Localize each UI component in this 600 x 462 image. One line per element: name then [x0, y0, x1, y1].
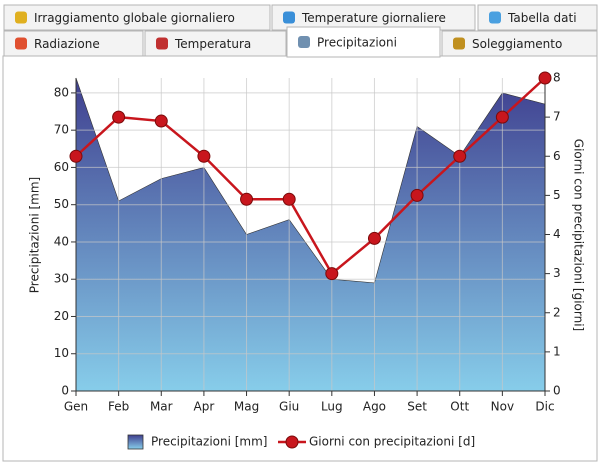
tab-background: [441, 30, 598, 57]
tab-background: [286, 26, 441, 58]
x-tick-label: Giu: [279, 400, 299, 414]
x-tick-label: Set: [407, 400, 427, 414]
legend-marker: [285, 435, 299, 449]
y2-tick-label: 6: [553, 149, 561, 163]
y-tick-label: 50: [54, 197, 69, 211]
x-tick-label: Gen: [64, 400, 88, 414]
marker: [453, 149, 467, 163]
tab-background: [144, 30, 287, 57]
y-tick-label: 80: [54, 85, 69, 99]
tab-background: [3, 4, 271, 31]
x-tick-label: Apr: [194, 400, 215, 414]
tab-icon: [283, 11, 295, 24]
y2-tick-label: 0: [553, 384, 561, 398]
y-tick-label: 10: [54, 346, 69, 360]
tab[interactable]: Radiazione: [3, 30, 144, 57]
tab-icon: [489, 11, 501, 24]
x-tick-label: Feb: [108, 400, 129, 414]
y2-tick-label: 5: [553, 188, 561, 202]
y-tick-label: 60: [54, 160, 69, 174]
y2-tick-label: 7: [553, 110, 561, 124]
x-tick-label: Nov: [491, 400, 514, 414]
tab[interactable]: Tabella dati: [477, 4, 598, 31]
marker: [154, 114, 168, 128]
tab-icon: [15, 11, 27, 24]
x-tick-label: Mag: [234, 400, 259, 414]
tab[interactable]: Irraggiamento globale giornaliero: [3, 4, 271, 31]
y-tick-label: 30: [54, 272, 69, 286]
tab-icon: [298, 36, 310, 48]
y-tick-label: 0: [61, 384, 69, 398]
x-tick-label: Ott: [450, 400, 469, 414]
y2-tick-label: 2: [553, 305, 561, 319]
y-tick-label: 40: [54, 234, 69, 248]
tab-bar: Irraggiamento globale giornaliero Tempera…: [3, 4, 598, 58]
marker: [410, 188, 424, 202]
y2-tick-label: 3: [553, 266, 561, 280]
legend-label: Precipitazioni [mm]: [151, 435, 268, 449]
tab-label: Temperatura: [174, 37, 251, 51]
line: [75, 77, 546, 276]
y2-axis-label: Giorni con precipitazioni [giorni]: [572, 139, 586, 331]
y-tick-label: 20: [54, 309, 69, 323]
x-tick-label: Mar: [150, 400, 173, 414]
tab-label: Temperature giornaliere: [301, 11, 446, 25]
tab-background: [3, 30, 144, 57]
marker: [112, 110, 126, 124]
marker: [367, 231, 381, 245]
marker: [69, 149, 83, 163]
tab-icon: [156, 37, 168, 50]
tab[interactable]: Temperature giornaliere: [271, 4, 476, 31]
tab-label: Soleggiamento: [472, 37, 562, 51]
x-tick-label: Ago: [363, 400, 386, 414]
y2-tick-label: 8: [553, 71, 561, 85]
tab[interactable]: Precipitazioni: [286, 26, 441, 58]
marker: [538, 71, 552, 85]
legend-label: Giorni con precipitazioni [d]: [309, 435, 475, 449]
marker: [240, 192, 254, 206]
y-axis-label: Precipitazioni [mm]: [28, 177, 42, 294]
y-tick-label: 70: [54, 123, 69, 137]
tab-label: Tabella dati: [507, 11, 577, 25]
y2-tick-label: 1: [553, 344, 561, 358]
tab-label: Precipitazioni: [317, 36, 397, 50]
tab[interactable]: Temperatura: [144, 30, 287, 57]
tab-icon: [453, 37, 465, 50]
marker: [495, 110, 509, 124]
tab[interactable]: Soleggiamento: [441, 30, 598, 57]
tab-label: Radiazione: [34, 37, 100, 51]
tab-label: Irraggiamento globale giornaliero: [34, 11, 235, 25]
marker: [325, 267, 339, 281]
tab-icon: [15, 37, 27, 50]
x-tick-label: Lug: [321, 400, 343, 414]
marker: [282, 192, 296, 206]
y2-tick-label: 4: [553, 227, 561, 241]
legend-swatch: [127, 434, 144, 450]
x-tick-label: Dic: [535, 400, 554, 414]
marker: [197, 149, 211, 163]
